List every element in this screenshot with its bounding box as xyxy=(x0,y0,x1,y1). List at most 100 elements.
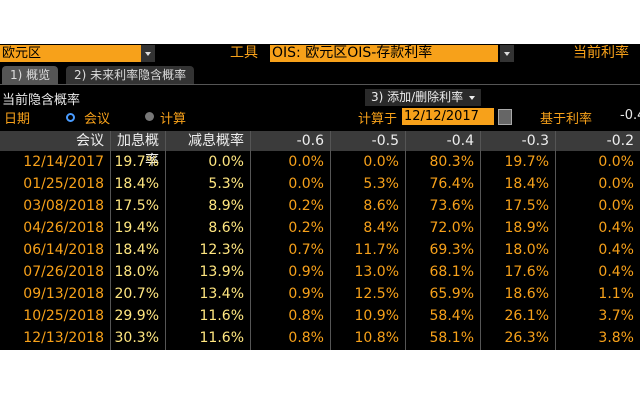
column-separator xyxy=(250,131,251,350)
probability-cell: 11.6% xyxy=(199,330,244,346)
probability-cell: 19.7% xyxy=(504,154,549,170)
probability-cell: 3.7% xyxy=(598,308,634,324)
calc-on-label: 计算于 xyxy=(358,112,398,127)
probability-cell: 0.0% xyxy=(598,154,634,170)
probability-cell: 5.3% xyxy=(208,176,244,192)
column-separator xyxy=(165,131,166,350)
radio[interactable] xyxy=(145,112,154,121)
calc-date-input[interactable]: 12/12/2017 xyxy=(402,108,494,125)
add-remove-button[interactable]: 3) 添加/删除利率 xyxy=(365,89,482,106)
probability-cell: 0.7% xyxy=(288,242,324,258)
column-separator xyxy=(330,131,331,350)
meeting-date: 03/08/2018 xyxy=(23,198,104,214)
probability-cell: 18.0% xyxy=(504,242,549,258)
probability-cell: 0.9% xyxy=(288,286,324,302)
probability-cell: 0.0% xyxy=(288,154,324,170)
tool-dropdown[interactable]: OIS: 欧元区OIS-存款利率 xyxy=(270,45,498,62)
probability-cell: 0.4% xyxy=(598,264,634,280)
probability-cell: 58.1% xyxy=(429,330,474,346)
column-header: 加息概率 xyxy=(117,133,159,169)
column-header: 减息概率 xyxy=(188,133,244,149)
probability-cell: 0.8% xyxy=(288,308,324,324)
column-header: -0.5 xyxy=(371,133,399,149)
probability-cell: 72.0% xyxy=(429,220,474,236)
probability-cell: 73.6% xyxy=(429,198,474,214)
probability-cell: 5.3% xyxy=(363,176,399,192)
probability-cell: 3.8% xyxy=(598,330,634,346)
probability-cell: 0.0% xyxy=(288,176,324,192)
meeting-date: 09/13/2018 xyxy=(23,286,104,302)
probability-cell: 18.0% xyxy=(114,264,159,280)
probability-cell: 17.5% xyxy=(504,198,549,214)
terminal: 欧元区 工具 OIS: 欧元区OIS-存款利率 当前利率 1) 概览 2) 未来… xyxy=(0,44,640,350)
probability-cell: 76.4% xyxy=(429,176,474,192)
probability-cell: 18.4% xyxy=(114,176,159,192)
probability-cell: 8.6% xyxy=(363,198,399,214)
tab[interactable]: 1) 概览 xyxy=(2,66,59,84)
probability-cell: 17.6% xyxy=(504,264,549,280)
probability-cell: 80.3% xyxy=(429,154,474,170)
probability-cell: 10.9% xyxy=(354,308,399,324)
based-on-value: -0.4 xyxy=(620,108,640,123)
probability-cell: 18.4% xyxy=(504,176,549,192)
meeting-date: 01/25/2018 xyxy=(23,176,104,192)
probability-cell: 11.6% xyxy=(199,308,244,324)
dropdown-arrow[interactable] xyxy=(500,45,514,62)
probability-cell: 11.7% xyxy=(354,242,399,258)
probability-cell: 58.4% xyxy=(429,308,474,324)
probability-cell: 0.0% xyxy=(598,176,634,192)
probability-cell: 18.6% xyxy=(504,286,549,302)
column-header: -0.3 xyxy=(521,133,549,149)
meeting-date: 07/26/2018 xyxy=(23,264,104,280)
tab[interactable]: 2) 未来利率隐含概率 xyxy=(66,66,195,84)
column-header: -0.2 xyxy=(606,133,634,149)
probability-cell: 26.3% xyxy=(504,330,549,346)
column-header: 会议 xyxy=(76,133,104,149)
probability-cell: 10.8% xyxy=(354,330,399,346)
column-header: -0.6 xyxy=(296,133,324,149)
tool-label: 工具 xyxy=(230,45,258,61)
radio-selected[interactable] xyxy=(66,113,75,122)
probability-cell: 0.0% xyxy=(208,154,244,170)
probability-cell: 0.0% xyxy=(363,154,399,170)
column-separator xyxy=(405,131,406,350)
probability-cell: 13.0% xyxy=(354,264,399,280)
probability-cell: 8.4% xyxy=(363,220,399,236)
meeting-date: 12/14/2017 xyxy=(23,154,104,170)
meeting-date: 10/25/2018 xyxy=(23,308,104,324)
meeting-date: 06/14/2018 xyxy=(23,242,104,258)
probability-cell: 0.4% xyxy=(598,220,634,236)
panel-title: 当前隐含概率 xyxy=(2,93,81,108)
probability-cell: 19.7% xyxy=(114,154,159,170)
probability-cell: 18.4% xyxy=(114,242,159,258)
probability-cell: 8.9% xyxy=(208,198,244,214)
tab-rule xyxy=(0,84,640,85)
probability-cell: 13.9% xyxy=(199,264,244,280)
probability-cell: 8.6% xyxy=(208,220,244,236)
probability-cell: 65.9% xyxy=(429,286,474,302)
probability-cell: 0.9% xyxy=(288,264,324,280)
probability-cell: 0.4% xyxy=(598,242,634,258)
date-label: 日期 xyxy=(4,112,31,127)
probability-cell: 69.3% xyxy=(429,242,474,258)
probability-cell: 30.3% xyxy=(114,330,159,346)
radio-label[interactable]: 会议 xyxy=(84,112,111,127)
column-separator xyxy=(555,131,556,350)
probability-cell: 0.2% xyxy=(288,198,324,214)
column-separator xyxy=(480,131,481,350)
calendar-icon[interactable] xyxy=(498,109,512,125)
probability-cell: 20.7% xyxy=(114,286,159,302)
probability-cell: 68.1% xyxy=(429,264,474,280)
dropdown-arrow[interactable] xyxy=(141,45,155,62)
region-dropdown[interactable]: 欧元区 xyxy=(0,45,142,62)
column-separator xyxy=(110,131,111,350)
probability-cell: 0.8% xyxy=(288,330,324,346)
radio-label[interactable]: 计算 xyxy=(160,112,187,127)
probability-cell: 26.1% xyxy=(504,308,549,324)
probability-cell: 17.5% xyxy=(114,198,159,214)
meeting-date: 04/26/2018 xyxy=(23,220,104,236)
based-on-label: 基于利率 xyxy=(540,112,593,127)
column-header: -0.4 xyxy=(446,133,474,149)
meeting-date: 12/13/2018 xyxy=(23,330,104,346)
